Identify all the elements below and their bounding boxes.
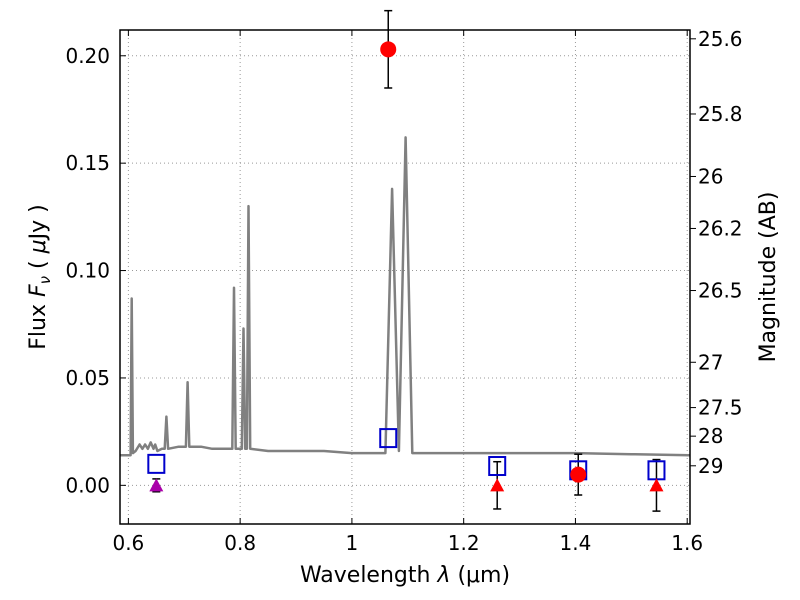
y2-tick-label: 26.2 [698,216,743,240]
y2-tick-label: 27 [698,350,723,374]
grid [120,30,690,524]
y-tick-label: 0.20 [65,44,110,68]
x-tick-label: 1.2 [448,531,480,555]
y2-tick-label: 27.5 [698,396,743,420]
y-axis-label: Flux Fν ( μJy ) [26,204,54,349]
spectrum-series [120,136,691,457]
x-axis-label: Wavelength λ (μm) [300,563,510,588]
y2-tick-label: 25.8 [698,102,743,126]
model-point [147,453,166,474]
y-tick-label: 0.00 [65,473,110,497]
x-tick-label: 1.6 [671,531,703,555]
model-point [379,428,398,449]
plot-frame [119,29,691,525]
y-tick-label: 0.05 [65,366,110,390]
y2-axis-label: Magnitude (AB) [756,192,781,363]
x-tick-label: 0.8 [224,531,256,555]
x-tick-label: 1 [346,531,359,555]
y2-tick-label: 26.5 [698,279,743,303]
y2-tick-label: 29 [698,454,723,478]
y-tick-label: 0.15 [65,151,110,175]
y2-tick-label: 26 [698,164,723,188]
errorbars [152,9,661,512]
y2-tick-label: 25.6 [698,27,743,51]
markers [147,41,666,492]
observed-point [570,466,587,483]
upper-limit-point [490,478,505,492]
x-tick-label: 0.6 [112,531,144,555]
y2-tick-label: 28 [698,424,723,448]
x-tick-label: 1.4 [560,531,592,555]
model-point [488,456,507,477]
upper-limit-point [149,478,164,492]
upper-limit-point [649,478,664,492]
spectrum-line [120,136,691,457]
y-tick-label: 0.10 [65,259,110,283]
observed-point [380,41,397,58]
ticks: 0.6 0.8 1 1.2 1.4 1.6 0.00 0.05 0.10 0.15 0.20 25.6… [65,27,742,555]
